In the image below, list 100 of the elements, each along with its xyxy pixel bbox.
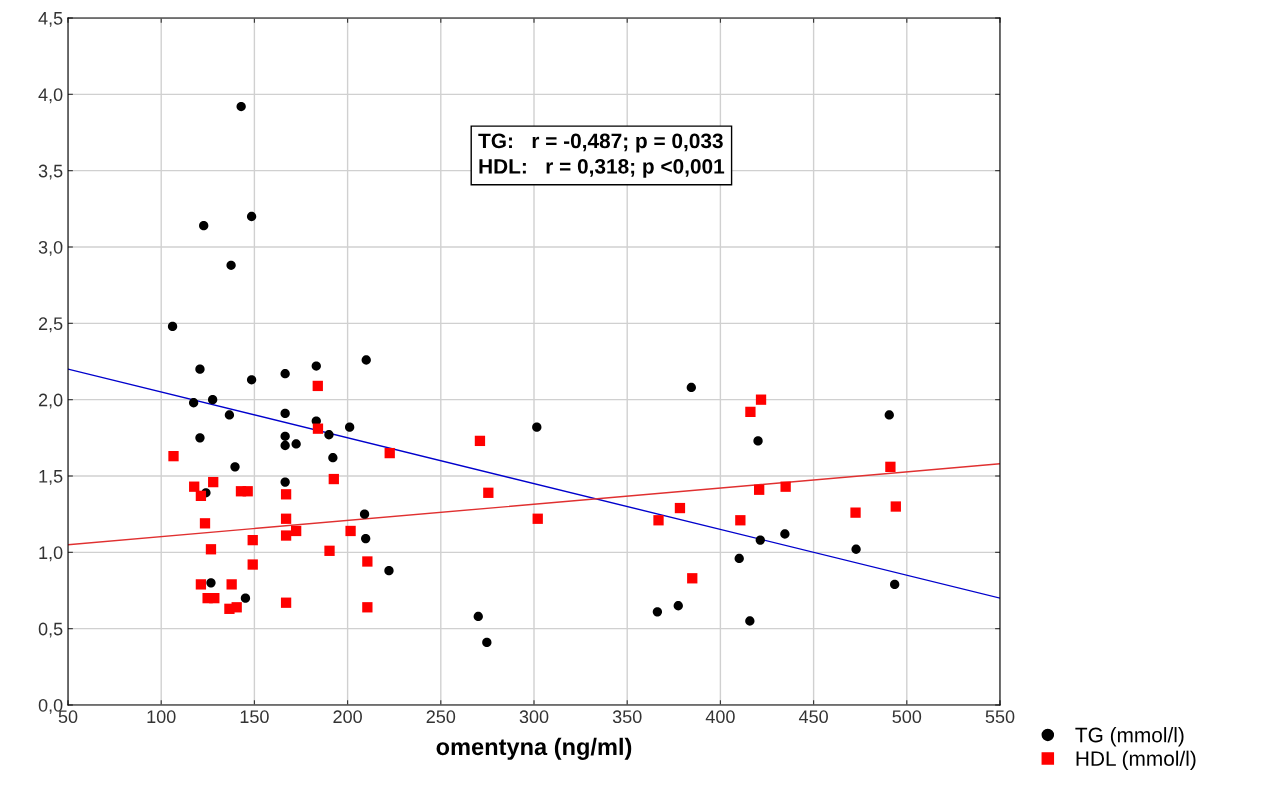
point — [195, 364, 205, 374]
y-tick-label: 4,0 — [38, 88, 63, 104]
point — [780, 481, 791, 492]
point — [280, 477, 290, 487]
point — [652, 607, 663, 617]
y-tick-label: 2,5 — [38, 317, 63, 333]
point — [780, 529, 790, 539]
point — [324, 545, 335, 556]
point — [168, 451, 179, 462]
legend-label: HDL (mmol/l) — [1076, 750, 1196, 771]
point — [312, 423, 324, 434]
point — [199, 518, 211, 529]
point — [384, 447, 395, 459]
point — [189, 481, 200, 492]
point — [167, 321, 178, 332]
point — [280, 431, 290, 441]
x-tick-label: 400 — [705, 710, 735, 724]
x-tick-label: 550 — [985, 710, 1015, 724]
y-tick-label: 4,5 — [38, 12, 63, 27]
point — [687, 573, 698, 584]
point — [653, 515, 664, 526]
point — [312, 380, 323, 392]
point — [474, 435, 486, 447]
point — [362, 602, 373, 613]
point — [247, 534, 258, 546]
point — [673, 601, 683, 611]
point — [246, 211, 257, 222]
point — [206, 578, 216, 588]
point — [226, 579, 237, 590]
point — [345, 525, 356, 537]
point — [532, 422, 542, 432]
point — [199, 220, 209, 231]
point — [240, 593, 251, 603]
point — [850, 507, 861, 518]
point — [384, 565, 394, 576]
point — [885, 461, 896, 472]
point — [735, 515, 746, 526]
point — [362, 556, 373, 567]
y-tick-label: 1,0 — [39, 546, 63, 562]
point — [755, 535, 765, 545]
point — [361, 533, 371, 544]
point — [247, 559, 258, 570]
point — [324, 430, 334, 440]
point — [208, 476, 219, 488]
x-tick-label: 450 — [798, 710, 828, 724]
point — [205, 544, 217, 555]
point — [359, 509, 370, 519]
point — [209, 592, 220, 604]
point — [473, 611, 483, 622]
point — [890, 501, 901, 512]
point — [188, 398, 199, 408]
point — [230, 462, 240, 472]
point — [344, 422, 355, 432]
point — [280, 369, 290, 379]
point — [482, 637, 492, 648]
point — [242, 486, 253, 497]
x-tick-label: 100 — [147, 710, 176, 724]
point — [236, 101, 246, 112]
point — [753, 436, 763, 446]
point — [280, 489, 292, 500]
x-tick-label: 150 — [240, 710, 269, 724]
point — [195, 433, 205, 443]
y-tick-label: 3,0 — [38, 240, 63, 256]
x-axis-title: omentyna (ng/ml) — [436, 737, 632, 760]
point — [280, 408, 290, 419]
point — [311, 361, 321, 371]
point — [532, 513, 543, 524]
annotation: HDL: r = 0,318; p <0,001 — [479, 158, 725, 178]
annotation: TG: r = -0,487; p = 0,033 — [478, 133, 723, 153]
point — [291, 439, 301, 449]
x-tick-label: 300 — [519, 710, 549, 724]
point — [195, 490, 207, 501]
x-tick-label: 250 — [426, 710, 456, 724]
point — [280, 597, 292, 608]
point — [734, 553, 744, 564]
point — [195, 579, 207, 590]
y-tick-label: 3,5 — [38, 164, 63, 180]
point — [754, 484, 765, 495]
point — [226, 260, 236, 270]
point — [745, 406, 756, 418]
point — [246, 375, 257, 385]
point — [483, 487, 494, 498]
point — [686, 382, 696, 393]
y-tick-label: 2,0 — [38, 393, 63, 409]
point — [328, 473, 339, 485]
point — [280, 513, 292, 524]
point — [851, 544, 861, 554]
point — [207, 395, 218, 405]
y-tick-label: 0,5 — [38, 622, 63, 638]
point — [280, 440, 290, 451]
point — [674, 502, 686, 514]
point — [884, 410, 894, 420]
x-tick-label: 500 — [892, 710, 922, 724]
point — [224, 410, 235, 420]
point — [231, 602, 242, 613]
point — [280, 530, 292, 541]
legend-label: TG (mmol/l) — [1075, 727, 1184, 747]
x-tick-label: 350 — [612, 710, 642, 724]
point — [890, 579, 900, 590]
y-tick-label: 1,5 — [39, 470, 63, 485]
